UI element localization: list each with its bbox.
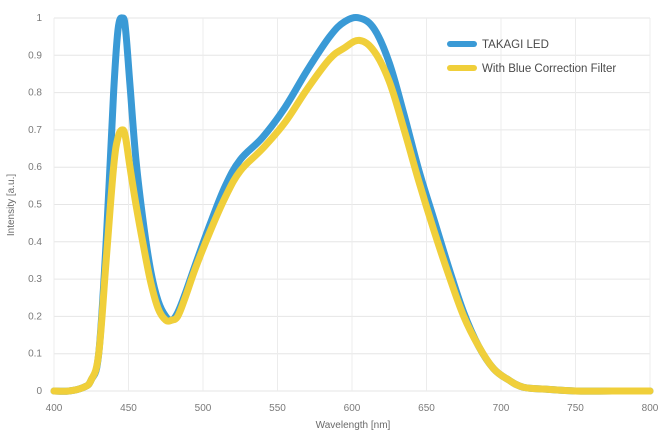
legend-label-0: TAKAGI LED bbox=[482, 39, 549, 51]
y-tick-label: 0.9 bbox=[28, 50, 42, 61]
y-tick-label: 0.1 bbox=[28, 349, 42, 360]
y-tick-label: 0.4 bbox=[28, 237, 42, 248]
grid-lines bbox=[53, 17, 651, 392]
y-axis-ticks: 0 0.1 0.2 0.3 0.4 0.5 0.6 0.7 0.8 0.9 1 bbox=[28, 13, 42, 397]
x-tick-label: 550 bbox=[269, 403, 286, 414]
x-axis-label: Wavelength [nm] bbox=[316, 420, 391, 431]
x-axis-ticks: 400 450 500 550 600 650 700 750 800 bbox=[46, 403, 658, 414]
y-tick-label: 0.2 bbox=[28, 311, 42, 322]
y-tick-label: 0.8 bbox=[28, 88, 42, 99]
y-tick-label: 0.5 bbox=[28, 200, 42, 211]
series-layer bbox=[50, 14, 654, 395]
legend-label-1: With Blue Correction Filter bbox=[482, 63, 616, 75]
legend: TAKAGI LED With Blue Correction Filter bbox=[447, 39, 616, 75]
x-tick-label: 500 bbox=[195, 403, 212, 414]
series-line-1 bbox=[50, 36, 654, 395]
x-tick-label: 650 bbox=[418, 403, 435, 414]
y-tick-label: 1 bbox=[36, 13, 42, 24]
x-tick-label: 700 bbox=[493, 403, 510, 414]
x-tick-label: 750 bbox=[567, 403, 584, 414]
y-axis-label: Intensity [a.u.] bbox=[6, 174, 17, 236]
y-tick-label: 0.7 bbox=[28, 125, 42, 136]
x-tick-label: 400 bbox=[46, 403, 63, 414]
x-tick-label: 450 bbox=[120, 403, 137, 414]
y-tick-label: 0.3 bbox=[28, 274, 42, 285]
y-tick-label: 0 bbox=[36, 386, 42, 397]
x-tick-label: 600 bbox=[344, 403, 361, 414]
y-tick-label: 0.6 bbox=[28, 162, 42, 173]
x-tick-label: 800 bbox=[642, 403, 658, 414]
